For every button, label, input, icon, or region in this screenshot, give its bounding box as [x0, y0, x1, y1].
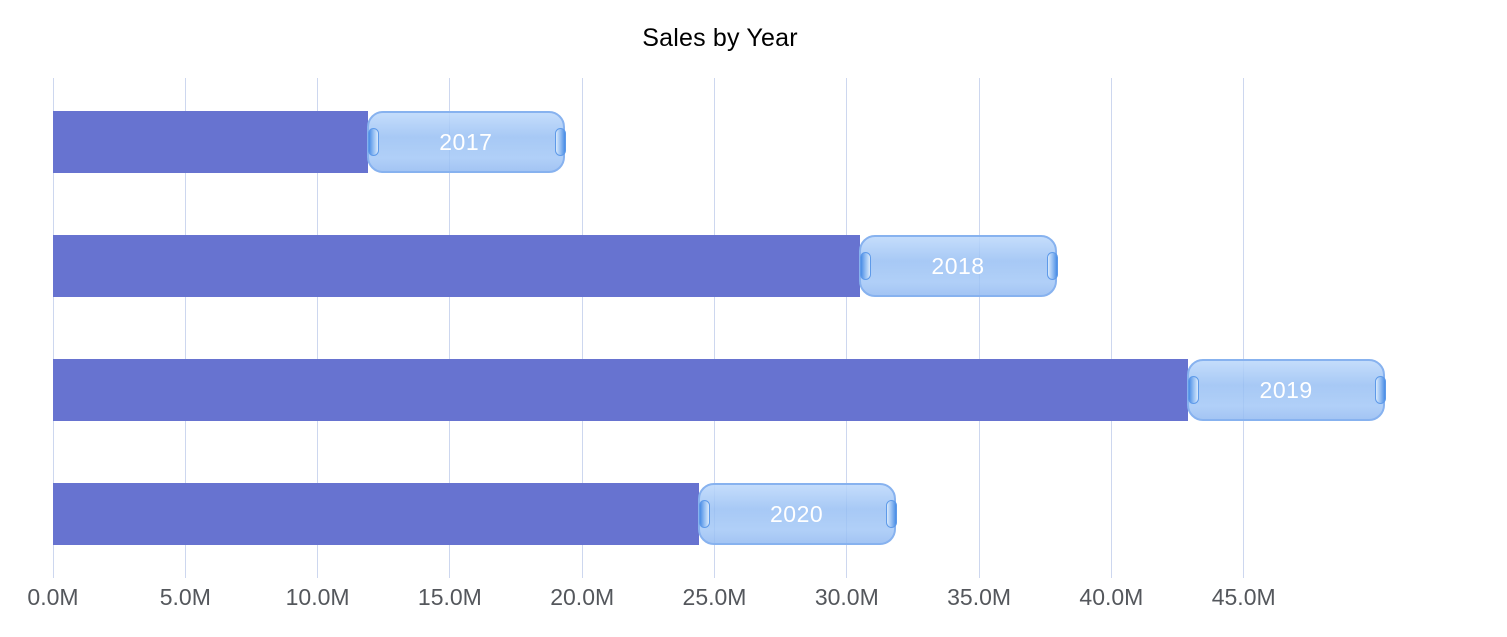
bar-2020[interactable] — [53, 483, 699, 545]
x-axis-tick-label: 5.0M — [159, 584, 211, 610]
drag-grip-right-icon[interactable] — [1375, 376, 1387, 404]
gridline — [184, 78, 186, 578]
gridline — [581, 78, 583, 578]
chart-title: Sales by Year — [642, 24, 798, 52]
x-axis-tick-label: 35.0M — [947, 584, 1012, 610]
gridline — [52, 78, 54, 578]
bar-2018[interactable] — [53, 235, 861, 297]
bar-year-label: 2019 — [1259, 376, 1313, 403]
x-axis-tick-label: 0.0M — [27, 584, 79, 610]
gridline — [714, 78, 715, 578]
bar-year-label: 2020 — [770, 500, 824, 527]
gridline — [317, 78, 319, 578]
x-axis-tick-label: 45.0M — [1211, 584, 1276, 610]
drag-grip-left-icon[interactable] — [1188, 376, 1200, 404]
drag-grip-right-icon[interactable] — [1047, 252, 1059, 280]
x-axis-tick-label: 25.0M — [682, 584, 747, 610]
x-axis-tick-label: 10.0M — [285, 584, 350, 610]
drag-grip-right-icon[interactable] — [885, 500, 897, 528]
drag-grip-right-icon[interactable] — [554, 128, 566, 156]
bar-year-label: 2018 — [931, 252, 985, 279]
bar-2019[interactable] — [53, 359, 1189, 421]
bar-label-pill-2020[interactable]: 2020 — [697, 483, 897, 545]
bar-label-pill-2017[interactable]: 2017 — [366, 111, 566, 173]
gridline — [846, 78, 848, 578]
x-axis-tick-label: 30.0M — [814, 584, 879, 610]
drag-grip-left-icon[interactable] — [367, 128, 379, 156]
bar-year-label: 2017 — [439, 128, 493, 155]
bar-label-pill-2018[interactable]: 2018 — [859, 235, 1059, 297]
x-axis-tick-label: 15.0M — [417, 584, 482, 610]
x-axis-tick-label: 20.0M — [550, 584, 615, 610]
bar-label-pill-2019[interactable]: 2019 — [1187, 359, 1387, 421]
bar-2017[interactable] — [53, 111, 368, 173]
gridline — [1243, 78, 1245, 578]
x-axis-tick-label: 40.0M — [1079, 584, 1144, 610]
gridline — [978, 78, 980, 578]
gridline — [449, 78, 451, 578]
gridline — [1110, 78, 1112, 578]
drag-grip-left-icon[interactable] — [698, 500, 710, 528]
drag-grip-left-icon[interactable] — [860, 252, 872, 280]
